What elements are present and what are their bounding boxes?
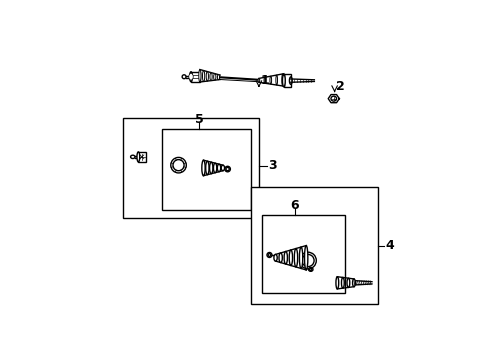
Ellipse shape: [225, 167, 229, 171]
Ellipse shape: [264, 77, 265, 83]
Text: 1: 1: [260, 75, 268, 87]
Ellipse shape: [273, 255, 277, 261]
Ellipse shape: [330, 96, 336, 101]
Ellipse shape: [279, 253, 282, 262]
Bar: [162, 129, 250, 210]
Ellipse shape: [189, 72, 192, 82]
Ellipse shape: [170, 157, 186, 173]
Text: 4: 4: [384, 239, 393, 252]
Ellipse shape: [173, 159, 183, 171]
Bar: [284, 75, 290, 87]
Ellipse shape: [341, 278, 344, 288]
Ellipse shape: [130, 155, 135, 158]
Bar: [191, 72, 200, 82]
Ellipse shape: [304, 246, 307, 270]
Ellipse shape: [299, 252, 316, 269]
Ellipse shape: [309, 268, 311, 270]
Ellipse shape: [281, 74, 283, 86]
Ellipse shape: [198, 69, 201, 82]
Bar: [138, 152, 145, 162]
Ellipse shape: [206, 72, 208, 81]
Text: 5: 5: [194, 113, 203, 126]
Ellipse shape: [137, 152, 140, 162]
Ellipse shape: [266, 252, 271, 257]
Text: 3: 3: [268, 159, 277, 172]
Ellipse shape: [205, 161, 208, 175]
Bar: [261, 215, 344, 293]
Ellipse shape: [269, 76, 271, 84]
Ellipse shape: [288, 250, 292, 266]
Text: 6: 6: [290, 199, 299, 212]
Bar: [250, 187, 377, 304]
Ellipse shape: [213, 73, 215, 80]
Ellipse shape: [275, 75, 277, 85]
Ellipse shape: [284, 252, 287, 264]
Ellipse shape: [335, 277, 338, 289]
Ellipse shape: [258, 78, 259, 82]
Ellipse shape: [352, 279, 355, 287]
Ellipse shape: [301, 255, 313, 267]
Ellipse shape: [182, 75, 185, 79]
Ellipse shape: [202, 160, 205, 176]
Ellipse shape: [267, 253, 270, 256]
Ellipse shape: [224, 166, 230, 172]
Ellipse shape: [282, 75, 285, 87]
Ellipse shape: [202, 71, 204, 82]
Ellipse shape: [188, 73, 193, 80]
Ellipse shape: [289, 77, 292, 84]
Ellipse shape: [209, 162, 212, 174]
Ellipse shape: [346, 278, 349, 287]
Text: 2: 2: [335, 80, 344, 93]
Ellipse shape: [299, 247, 302, 269]
Ellipse shape: [213, 163, 216, 173]
Ellipse shape: [294, 248, 297, 267]
Ellipse shape: [209, 73, 212, 81]
Bar: [123, 118, 259, 218]
Ellipse shape: [308, 267, 312, 271]
Ellipse shape: [221, 165, 224, 171]
Ellipse shape: [217, 164, 220, 172]
Ellipse shape: [217, 75, 219, 80]
